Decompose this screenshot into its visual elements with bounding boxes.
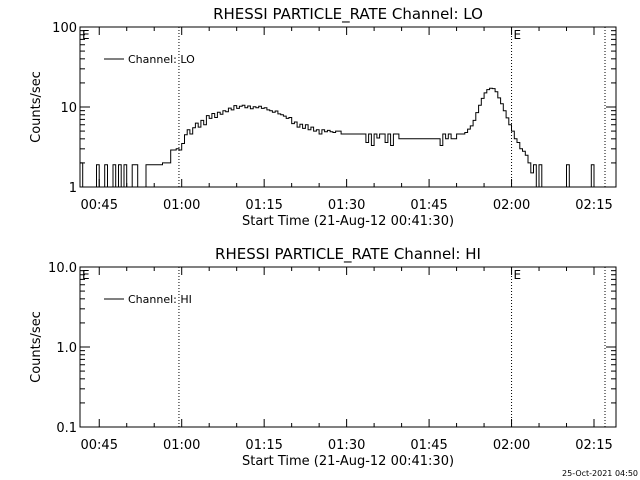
y-tick-label: 10.0 [48,261,77,276]
x-tick-label: 02:15 [575,198,612,213]
event-marker-label: E [514,268,522,282]
y-tick-label: 0.1 [56,421,77,436]
event-marker-label: E [82,28,90,42]
event-marker-label: E [514,28,522,42]
legend-label: Channel: HI [128,293,192,306]
x-tick-label: 02:15 [575,438,612,453]
y-tick-label: 10 [60,101,77,116]
x-tick-label: 00:45 [81,198,118,213]
y-tick-label: 1.0 [56,341,77,356]
x-tick-label: 01:15 [245,198,282,213]
footer-timestamp: 25-Oct-2021 04:50 [562,469,638,478]
chart-title: RHESSI PARTICLE_RATE Channel: HI [215,245,481,264]
x-tick-label: 02:00 [493,198,530,213]
x-tick-label: 01:45 [410,438,447,453]
x-tick-label: 01:00 [163,198,200,213]
x-tick-label: 02:00 [493,438,530,453]
x-tick-label: 01:30 [328,438,365,453]
x-axis-label: Start Time (21-Aug-12 00:41:30) [242,214,454,229]
x-tick-label: 01:15 [245,438,282,453]
x-axis-label: Start Time (21-Aug-12 00:41:30) [242,454,454,469]
chart-panel-2: RHESSI PARTICLE_RATE Channel: HI Start Ti… [29,245,617,469]
x-tick-label: 01:45 [410,198,447,213]
x-tick-label: 01:30 [328,198,365,213]
y-axis-label: Counts/sec [29,71,44,143]
y-axis-label: Counts/sec [29,311,44,383]
legend-label: Channel: LO [128,53,195,66]
x-tick-label: 00:45 [81,438,118,453]
chart-title: RHESSI PARTICLE_RATE Channel: LO [213,5,483,24]
chart-panel-1: RHESSI PARTICLE_RATE Channel: LO Start Ti… [29,5,617,229]
y-tick-label: 1 [69,181,77,196]
y-tick-label: 100 [52,21,77,36]
series-line-1 [80,87,608,188]
event-marker-label: E [82,268,90,282]
x-tick-label: 01:00 [163,438,200,453]
